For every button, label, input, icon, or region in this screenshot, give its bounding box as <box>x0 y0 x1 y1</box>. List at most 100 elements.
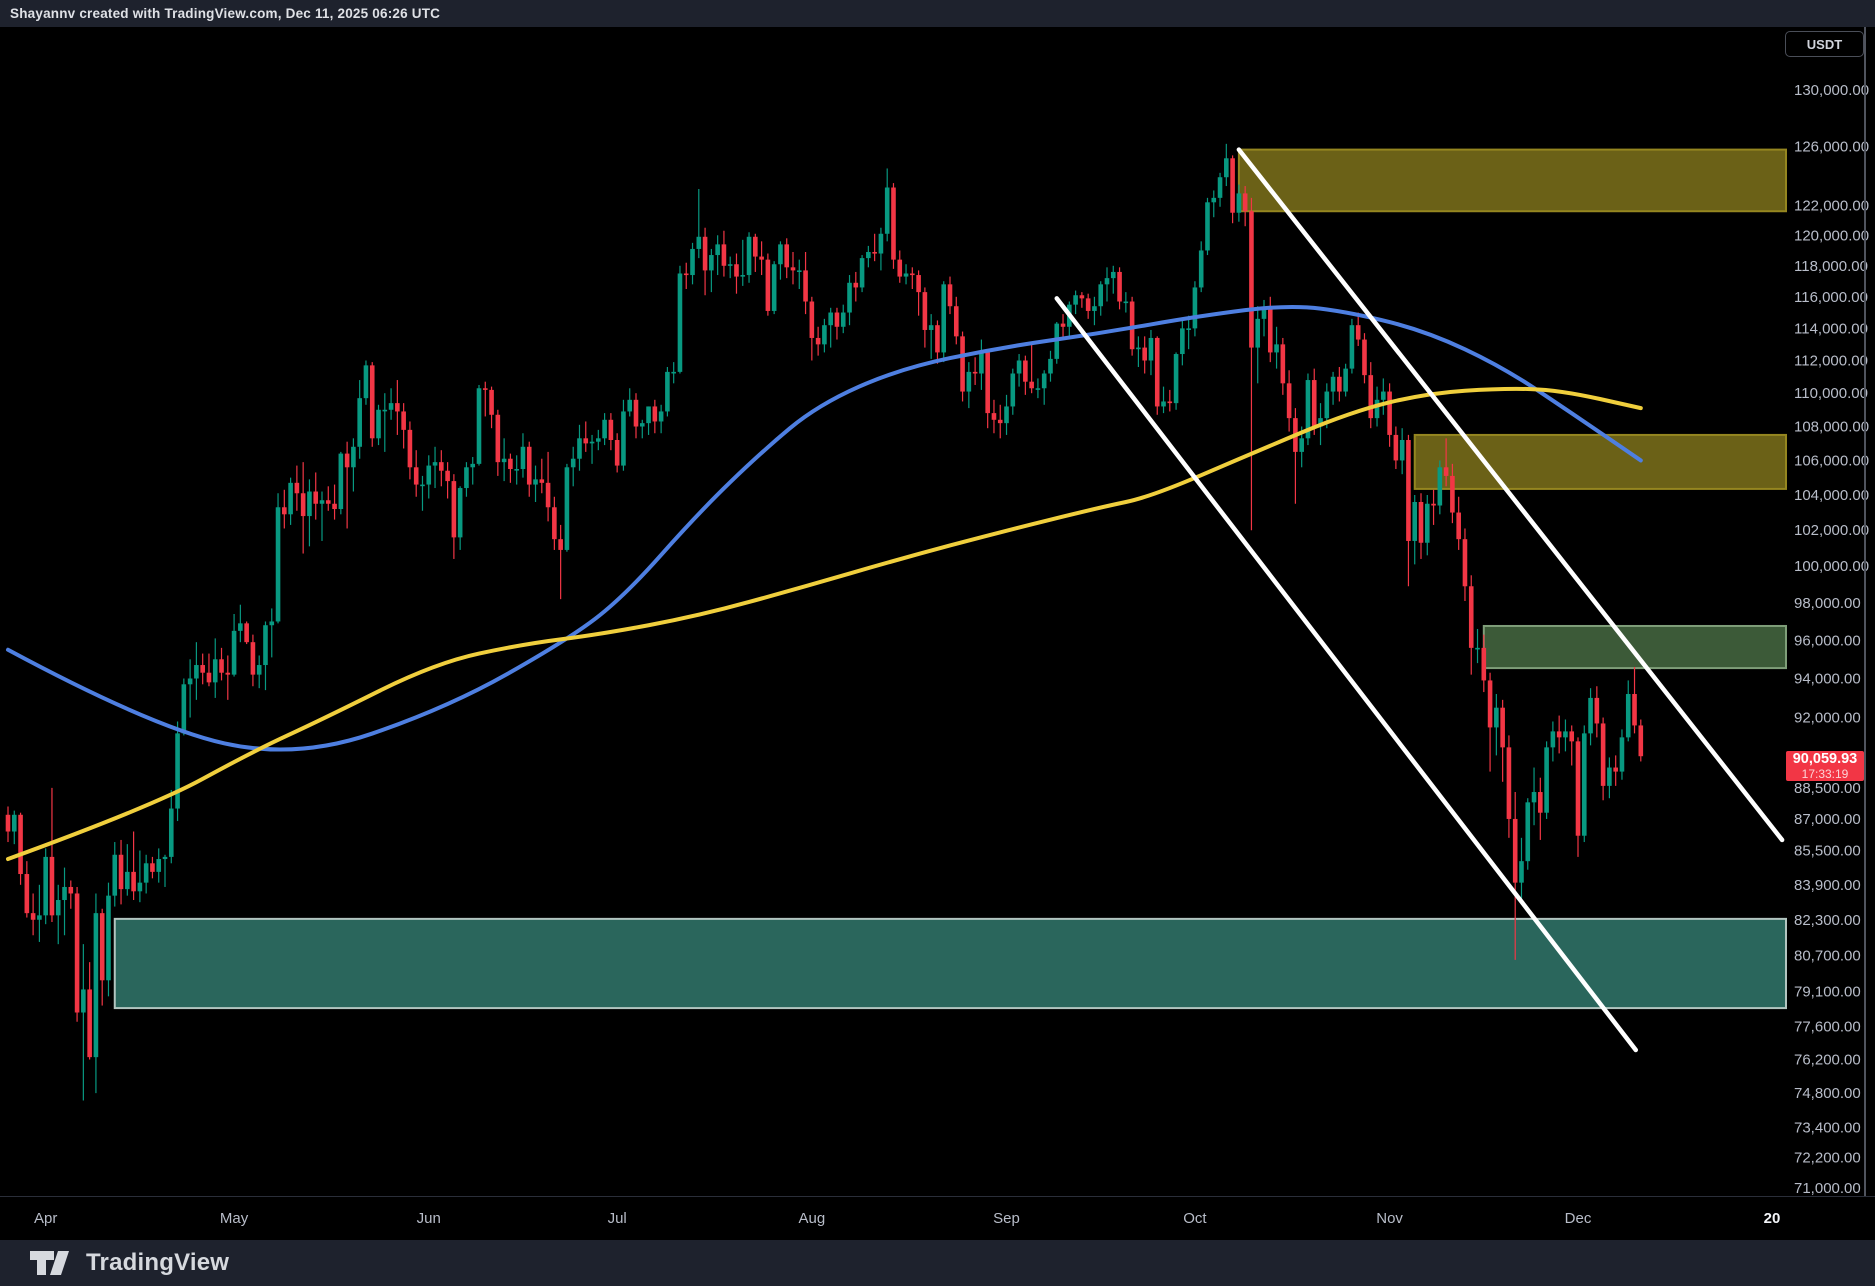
candle-down <box>1029 381 1034 389</box>
current-price-label: 90,059.93 17:33:19 <box>1786 751 1864 782</box>
channel-line-upper[interactable] <box>1236 147 1785 843</box>
candle-up <box>979 352 984 374</box>
candle-up <box>11 814 17 832</box>
candle-down <box>815 337 821 345</box>
candle-up <box>1475 647 1480 650</box>
candle-down <box>558 539 563 550</box>
candle-down <box>910 273 915 276</box>
channel-line-lower[interactable] <box>1054 296 1639 1053</box>
candle-up <box>1581 733 1587 836</box>
candle-up <box>256 665 262 675</box>
candle-down <box>790 267 796 271</box>
candle-up <box>696 236 702 249</box>
price-axis-label: 74,800.00 <box>1794 1085 1861 1102</box>
candle-down <box>765 259 771 311</box>
candle-up <box>55 900 61 916</box>
candle-down <box>99 913 105 981</box>
candle-down <box>960 336 965 392</box>
candle-down <box>1450 475 1455 513</box>
candle-down <box>1512 818 1518 883</box>
candle-down <box>583 438 589 444</box>
candle-down <box>721 244 727 266</box>
candle-down <box>150 863 155 872</box>
candle-down <box>325 500 331 504</box>
candle-down <box>1280 344 1286 384</box>
candle-up <box>715 244 720 256</box>
price-axis-label: 112,000.00 <box>1794 352 1868 369</box>
candle-up <box>1123 301 1129 304</box>
price-axis-label: 122,000.00 <box>1794 197 1869 214</box>
candle-up <box>1211 197 1217 203</box>
candle-up <box>709 255 714 271</box>
candle-up <box>338 453 344 510</box>
candle-up <box>1563 731 1568 738</box>
candle-down <box>1431 503 1436 506</box>
candle-up <box>1198 250 1204 288</box>
candle-up <box>501 458 507 463</box>
candle-down <box>1154 337 1160 407</box>
candle-down <box>1129 301 1135 350</box>
candle-down <box>734 264 739 277</box>
candle-down <box>344 453 350 468</box>
candle-down <box>313 491 319 504</box>
candle-down <box>294 482 300 494</box>
candle-up <box>420 484 425 487</box>
candle-up <box>796 270 802 273</box>
supply-zone-upper[interactable] <box>1237 148 1787 213</box>
time-axis-label-sep: Sep <box>993 1210 1020 1227</box>
quote-currency-button[interactable]: USDT <box>1785 31 1864 57</box>
candle-up <box>903 273 909 277</box>
candle-down <box>784 244 790 268</box>
demand-zone-teal[interactable] <box>113 917 1787 1010</box>
supply-zone-mid[interactable] <box>1413 433 1787 490</box>
price-axis-label: 87,000.00 <box>1794 811 1861 828</box>
price-axis[interactable]: 130,000.00 126,000.00 122,000.00 120,000.00… <box>1794 82 1869 1197</box>
candle-down <box>68 886 74 894</box>
candle-up <box>181 684 187 734</box>
candle-up <box>1048 358 1053 374</box>
candle-down <box>702 236 708 271</box>
candle-up <box>1607 767 1612 786</box>
candle-down <box>897 259 903 277</box>
candle-up <box>1161 401 1166 407</box>
candle-down <box>508 458 513 470</box>
candle-up <box>966 371 972 392</box>
candle-down <box>407 429 413 468</box>
price-axis-label: 77,600.00 <box>1794 1018 1861 1035</box>
candle-down <box>439 462 444 471</box>
candle-down <box>219 659 224 673</box>
tradingview-logo[interactable]: TradingView <box>30 1249 229 1277</box>
price-axis-label: 72,200.00 <box>1794 1149 1861 1166</box>
candle-up <box>1035 388 1041 390</box>
candle-up <box>1519 861 1524 883</box>
time-axis-label-dec: Dec <box>1564 1210 1592 1227</box>
attribution-text: Shayannv created with TradingView.com, D… <box>10 6 441 21</box>
candle-up <box>112 854 118 896</box>
candle-up <box>941 284 947 353</box>
candle-up <box>376 409 381 439</box>
candle-up <box>1192 287 1198 329</box>
resistance-zone-green[interactable] <box>1482 624 1788 670</box>
candle-down <box>922 292 928 330</box>
candle-up <box>187 678 193 685</box>
candle-up <box>1625 694 1631 738</box>
slow-ma-yellow-line[interactable] <box>6 386 1643 862</box>
candle-down <box>853 282 859 288</box>
candle-up <box>1399 440 1405 461</box>
fast-ma-blue-line[interactable] <box>6 304 1643 752</box>
candle-down <box>947 284 953 307</box>
candle-up <box>470 463 476 468</box>
time-axis[interactable]: Apr May Jun Jul Aug Sep Oct Nov Dec 20 <box>0 1196 1875 1241</box>
candle-up <box>382 409 388 412</box>
candle-up <box>1261 307 1267 319</box>
price-axis-label: 76,200.00 <box>1794 1052 1861 1069</box>
candle-up <box>1494 707 1499 728</box>
price-axis-label: 102,000.00 <box>1794 522 1869 539</box>
time-axis-label-year: 20 <box>1763 1210 1781 1227</box>
candle-up <box>1136 347 1141 350</box>
candle-down <box>1267 307 1273 353</box>
price-axis-label: 118,000.00 <box>1794 258 1868 275</box>
candle-down <box>1079 295 1085 299</box>
candle-up <box>778 244 783 265</box>
